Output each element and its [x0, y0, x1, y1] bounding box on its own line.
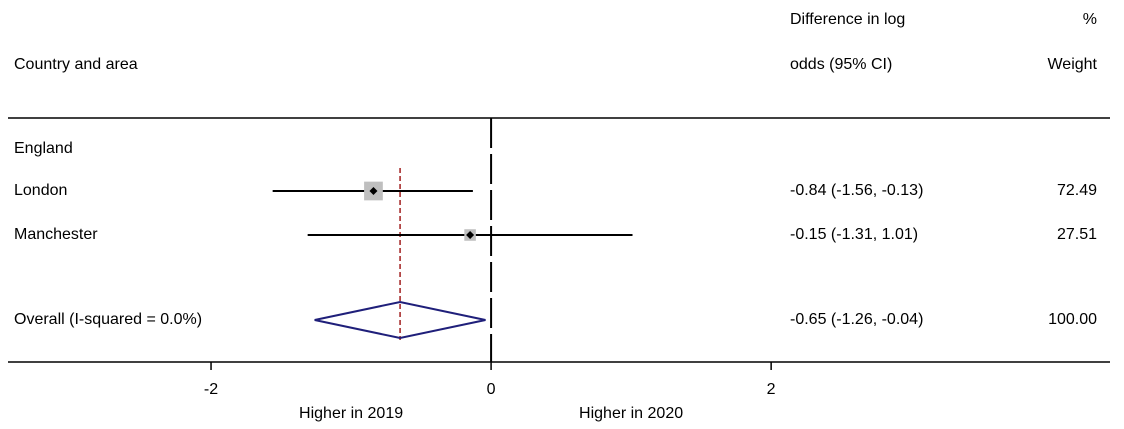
header-weight: % — [1083, 11, 1097, 28]
point-marker — [466, 231, 475, 239]
overall-diamond — [314, 300, 486, 340]
weight-label: 27.51 — [1057, 226, 1097, 243]
x-tick-label: 0 — [487, 381, 496, 398]
row-label: London — [14, 182, 67, 199]
ci-label: -0.15 (-1.31, 1.01) — [790, 226, 918, 243]
header-weight: Weight — [1047, 56, 1097, 73]
weight-label: 72.49 — [1057, 182, 1097, 199]
header-ci: Difference in log — [790, 11, 905, 28]
header-ci: odds (95% CI) — [790, 56, 892, 73]
ci-label: -0.65 (-1.26, -0.04) — [790, 311, 923, 328]
weight-label: 100.00 — [1048, 311, 1097, 328]
row-label: Overall (I-squared = 0.0%) — [14, 311, 202, 328]
ci-label: -0.84 (-1.56, -0.13) — [790, 182, 923, 199]
point-marker — [369, 187, 378, 195]
x-tick-label: -2 — [204, 381, 218, 398]
x-annotation: Higher in 2019 — [299, 405, 403, 422]
row-label: Manchester — [14, 226, 98, 243]
x-tick-label: 2 — [767, 381, 776, 398]
x-annotation: Higher in 2020 — [579, 405, 683, 422]
header-label: Country and area — [14, 56, 138, 73]
group-label: England — [14, 140, 73, 157]
